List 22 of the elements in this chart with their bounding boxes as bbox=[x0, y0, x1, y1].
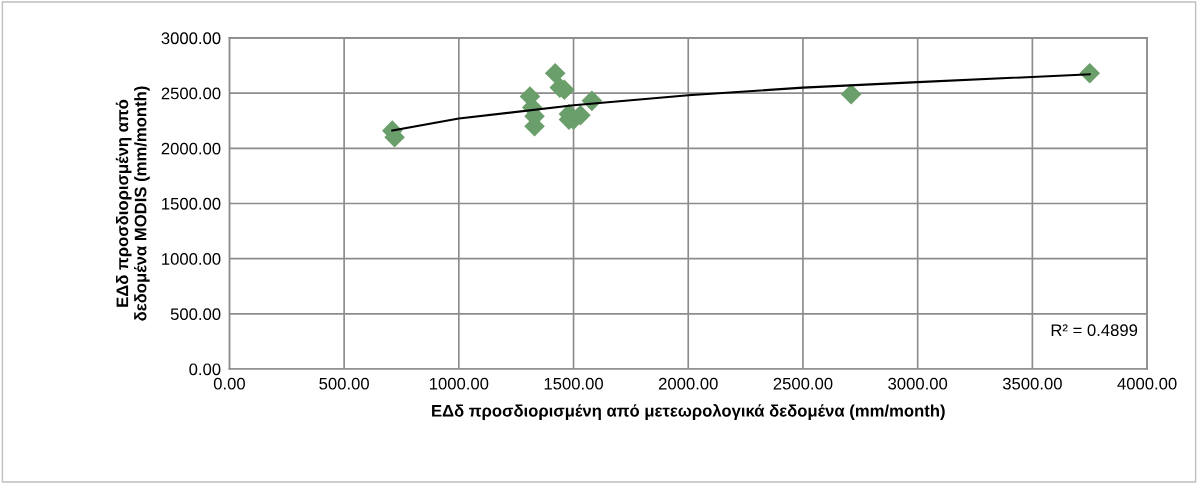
point bbox=[840, 83, 862, 105]
x-axis-title: ΕΔδ προσδιορισμένη από μετεωρολογικά δεδομένα (mm/month) bbox=[432, 403, 945, 420]
x-tick-label: 1500.00 bbox=[544, 377, 604, 390]
y-tick-label: 2000.00 bbox=[161, 142, 221, 155]
x-tick-label: 2000.00 bbox=[658, 377, 718, 390]
x-tick-label: 1000.00 bbox=[429, 377, 489, 390]
y-tick-label: 3000.00 bbox=[161, 32, 221, 45]
x-tick-label: 3000.00 bbox=[888, 377, 948, 390]
y-axis-title: ΕΔδ προσδιορισμένη από δεδομένα MODIS (mm/month) bbox=[115, 86, 150, 321]
y-tick-label: 1000.00 bbox=[162, 253, 221, 265]
y-tick-label: 1500.00 bbox=[162, 197, 221, 210]
y-tick-label: 500.00 bbox=[170, 308, 221, 321]
x-tick-label: 0.00 bbox=[213, 377, 245, 390]
x-tick-label: 3500.00 bbox=[1002, 377, 1062, 390]
x-tick-label: 500.00 bbox=[319, 377, 369, 390]
y-tick-label: 2500.00 bbox=[161, 87, 221, 100]
point bbox=[544, 62, 566, 84]
x-tick-label: 4000.00 bbox=[1117, 377, 1177, 390]
x-tick-label: 2500.00 bbox=[773, 377, 833, 390]
point bbox=[1079, 62, 1101, 84]
annotation: R² = 0.4899 bbox=[1051, 324, 1138, 337]
y-tick-label: 0.00 bbox=[189, 363, 221, 376]
